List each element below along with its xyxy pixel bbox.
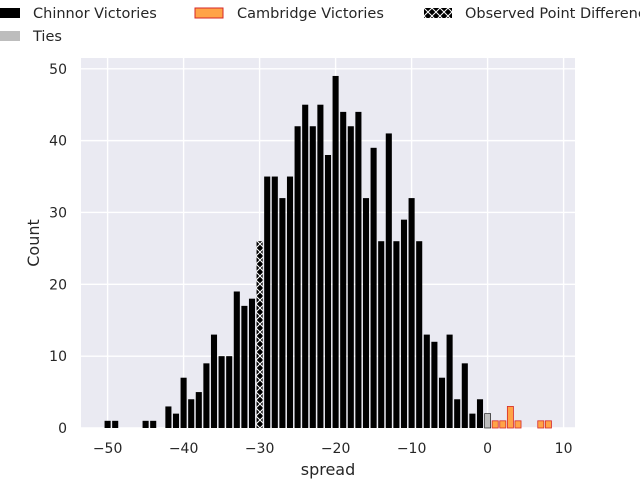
bar-series-0 — [400, 219, 408, 428]
legend-swatch-cambridge — [194, 7, 224, 19]
legend: Chinnor Victories Ties Cambridge Victori… — [0, 6, 640, 45]
bar-series-0 — [286, 176, 294, 428]
legend-label-ties: Ties — [32, 29, 62, 45]
bar-series-0 — [210, 334, 218, 428]
bar-series-0 — [476, 399, 484, 428]
bar-series-0 — [423, 334, 430, 428]
bar-series-0 — [142, 420, 149, 428]
y-tick-label: 40 — [49, 134, 67, 150]
bar-series-2 — [499, 420, 507, 429]
bar-series-0 — [309, 126, 316, 428]
bar-series-0 — [317, 104, 324, 428]
bar-series-0 — [438, 377, 446, 428]
legend-label-chinnor: Chinnor Victories — [33, 6, 157, 22]
bar-series-0 — [195, 392, 202, 428]
bar-series-0 — [233, 291, 240, 428]
bar-series-0 — [279, 198, 286, 428]
bar-series-0 — [294, 126, 301, 428]
x-tick-label: −40 — [169, 441, 199, 457]
bar-series-0 — [378, 241, 385, 428]
bars — [104, 75, 552, 429]
y-tick-label: 0 — [58, 421, 67, 437]
bar-series-0 — [112, 420, 119, 428]
x-tick-labels: −50 −40 −30 −20 −10 0 10 — [93, 441, 573, 457]
bar-series-0 — [454, 399, 461, 428]
bar-series-2 — [506, 406, 514, 429]
bar-series-2 — [491, 420, 499, 429]
x-tick-label: −50 — [93, 441, 123, 457]
bar-series-0 — [431, 341, 438, 428]
x-tick-label: 10 — [555, 441, 573, 457]
x-tick-label: −20 — [321, 441, 351, 457]
legend-label-observed: Observed Point Difference — [465, 6, 640, 22]
bar-series-0 — [172, 413, 180, 428]
bar-series-0 — [332, 75, 339, 428]
bar-series-0 — [203, 363, 210, 428]
bar-series-0 — [461, 363, 468, 428]
legend-label-cambridge: Cambridge Victories — [237, 6, 384, 22]
bar-series-0 — [150, 420, 157, 428]
bar-series-0 — [248, 298, 256, 428]
y-tick-label: 10 — [49, 349, 67, 365]
bar-series-0 — [218, 356, 225, 428]
bar-series-0 — [271, 176, 278, 428]
bar-series-0 — [324, 154, 332, 428]
y-tick-label: 50 — [49, 62, 67, 78]
bar-series-2 — [514, 420, 522, 429]
y-tick-label: 30 — [49, 205, 67, 221]
legend-swatch-observed — [424, 8, 452, 18]
bar-series-1 — [484, 413, 491, 429]
y-tick-labels: 0 10 20 30 40 50 — [49, 62, 67, 437]
bar-series-2 — [537, 420, 545, 429]
legend-swatch-ties — [0, 31, 20, 41]
bar-series-0 — [226, 356, 233, 428]
y-axis-label: Count — [24, 219, 43, 267]
bar-series-0 — [180, 377, 187, 428]
bar-series-0 — [165, 406, 172, 428]
bar-series-0 — [347, 126, 354, 428]
x-tick-label: −10 — [397, 441, 427, 457]
bar-series-3 — [256, 241, 263, 428]
bar-series-0 — [241, 305, 248, 428]
legend-swatch-chinnor — [0, 8, 20, 18]
bar-series-0 — [393, 241, 400, 428]
bar-series-0 — [370, 147, 377, 428]
bar-series-0 — [469, 413, 476, 428]
bar-series-0 — [355, 111, 362, 429]
bar-series-0 — [408, 198, 415, 428]
bar-series-0 — [302, 104, 309, 428]
x-axis-label: spread — [301, 460, 356, 479]
x-tick-label: 0 — [483, 441, 492, 457]
bar-series-0 — [104, 420, 111, 428]
y-tick-label: 20 — [49, 277, 67, 293]
bar-series-0 — [340, 111, 347, 429]
bar-series-2 — [544, 420, 552, 429]
bar-series-0 — [188, 399, 195, 428]
x-tick-label: −30 — [245, 441, 275, 457]
bar-series-0 — [416, 241, 423, 428]
bar-series-0 — [264, 176, 271, 428]
bar-series-0 — [362, 198, 370, 428]
bar-series-0 — [385, 133, 392, 428]
bar-series-0 — [446, 334, 453, 428]
